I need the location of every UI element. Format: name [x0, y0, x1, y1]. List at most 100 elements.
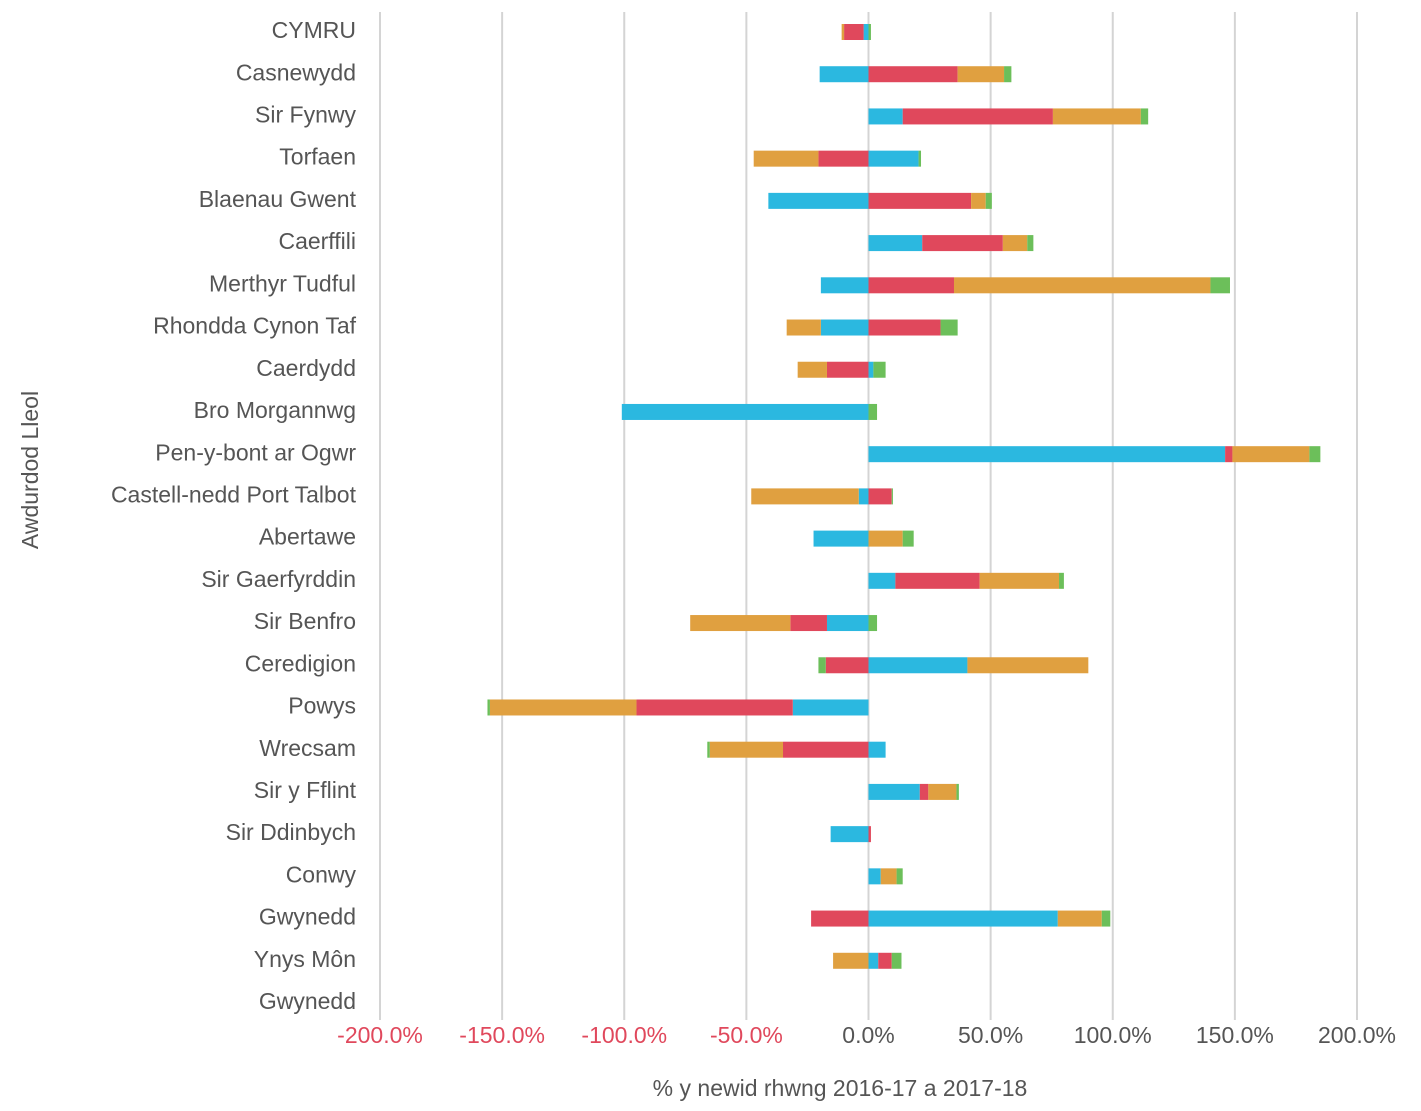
- category-label: Sir Benfro: [254, 608, 356, 634]
- bar-segment: [768, 192, 869, 209]
- category-label: CYMRU: [272, 17, 356, 43]
- bar-segment: [863, 24, 869, 40]
- bar-segment: [1101, 910, 1111, 927]
- category-label: Pen-y-bont ar Ogwr: [155, 439, 356, 465]
- bar-segment: [868, 192, 972, 209]
- x-tick-label: 50.0%: [958, 1022, 1023, 1048]
- bar-segment: [1027, 235, 1034, 252]
- category-label: Sir Fynwy: [255, 102, 356, 128]
- bar-segment: [873, 361, 886, 378]
- bar-segment: [957, 66, 1005, 83]
- bar-segment: [868, 783, 920, 800]
- bar-segment: [868, 66, 958, 83]
- x-tick-label: -150.0%: [459, 1022, 545, 1048]
- x-tick-label: -200.0%: [337, 1022, 423, 1048]
- bar-segment: [979, 572, 1060, 589]
- bar-segment: [487, 699, 490, 716]
- bar-segment: [783, 741, 869, 758]
- bar-segment: [868, 488, 892, 505]
- bar-segment: [819, 66, 869, 83]
- bar-segment: [868, 235, 923, 252]
- bar-segment: [1059, 572, 1064, 589]
- category-label: Caerdydd: [256, 355, 356, 381]
- bar-segment: [1140, 108, 1149, 125]
- bar-segment: [786, 319, 821, 336]
- bar-segment: [868, 910, 1058, 927]
- bar-segment: [818, 150, 869, 167]
- bar-segment: [1004, 66, 1012, 83]
- bar-segment: [878, 952, 892, 969]
- bar-segment: [891, 488, 893, 505]
- category-label: Gwynedd: [259, 904, 356, 930]
- bar-segment: [919, 783, 929, 800]
- bar-segment: [922, 235, 1003, 252]
- bar-segment: [868, 361, 874, 378]
- bar-segment: [868, 530, 903, 547]
- bar-segment: [902, 108, 1053, 125]
- category-label: Abertawe: [259, 524, 356, 550]
- category-label: Caerffili: [278, 228, 356, 254]
- bar-segment: [895, 572, 980, 589]
- bar-segment: [896, 868, 903, 885]
- category-label: Wrecsam: [259, 735, 356, 761]
- category-label: Sir y Fflint: [254, 777, 357, 803]
- category-label: Ceredigion: [245, 650, 356, 676]
- category-label: Gwynedd: [259, 988, 356, 1014]
- category-label: Bro Morgannwg: [194, 397, 356, 423]
- category-label: Blaenau Gwent: [199, 186, 357, 212]
- bar-segment: [868, 403, 878, 420]
- bar-segment: [1210, 277, 1230, 294]
- bar-segment: [818, 657, 826, 674]
- bar-segment: [1309, 446, 1321, 463]
- bar-segment: [868, 657, 968, 674]
- bar-segment: [820, 277, 869, 294]
- bar-segment: [891, 952, 902, 969]
- bar-segment: [868, 826, 871, 843]
- bar-segment: [709, 741, 784, 758]
- bar-segment: [792, 699, 869, 716]
- x-tick-label: 100.0%: [1074, 1022, 1152, 1048]
- bar-segment: [868, 150, 919, 167]
- bar-segment: [902, 530, 914, 547]
- bar-segment: [956, 783, 959, 800]
- bar-segment: [868, 741, 886, 758]
- bar-segment: [858, 488, 869, 505]
- category-label: Rhondda Cynon Taf: [153, 313, 356, 339]
- bar-segment: [1225, 446, 1233, 463]
- bar-segment: [489, 699, 637, 716]
- bar-segment: [1052, 108, 1141, 125]
- bar-segment: [636, 699, 793, 716]
- bar-segment: [868, 108, 903, 125]
- bar-segment: [1002, 235, 1028, 252]
- bar-segment: [621, 403, 869, 420]
- bar-segment: [953, 277, 1211, 294]
- category-label: Sir Gaerfyrddin: [201, 566, 356, 592]
- bar-segment: [830, 826, 869, 843]
- bar-segment: [868, 868, 881, 885]
- x-tick-label: -100.0%: [581, 1022, 667, 1048]
- bar-segment: [751, 488, 859, 505]
- bar-segment: [826, 361, 869, 378]
- bar-segment: [880, 868, 897, 885]
- bar-segment: [868, 24, 871, 40]
- x-tick-label: 150.0%: [1196, 1022, 1274, 1048]
- bar-segment: [971, 192, 986, 209]
- bar-segment: [690, 615, 791, 632]
- bar-segment: [868, 319, 941, 336]
- category-label: Castell-nedd Port Talbot: [111, 481, 357, 507]
- bar-segment: [868, 952, 879, 969]
- category-label: Conwy: [286, 861, 357, 887]
- category-label: Powys: [288, 693, 356, 719]
- x-tick-label: -50.0%: [710, 1022, 783, 1048]
- bar-segment: [1232, 446, 1310, 463]
- bar-segment: [985, 192, 992, 209]
- bar-segment: [813, 530, 869, 547]
- bar-segment: [844, 24, 864, 40]
- bar-segment: [707, 741, 710, 758]
- category-label: Casnewydd: [236, 59, 356, 85]
- bar-segment: [868, 572, 896, 589]
- bar-segment: [868, 277, 954, 294]
- category-label: Ynys Môn: [254, 946, 356, 972]
- bar-segment: [790, 615, 827, 632]
